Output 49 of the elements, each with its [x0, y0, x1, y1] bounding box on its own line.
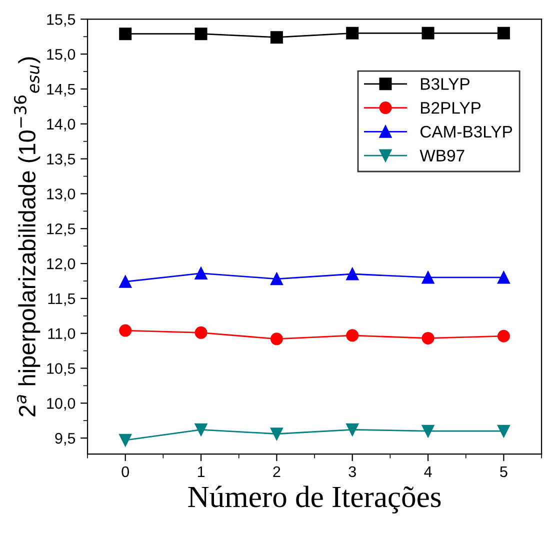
y-tick-label: 11,5 [48, 293, 76, 306]
x-tick-label: 0 [122, 466, 130, 478]
y-tick-label: 12,5 [47, 223, 76, 236]
point [422, 271, 434, 284]
y-tick-label: 12,0 [47, 258, 76, 272]
point [346, 423, 359, 436]
y-tick-label: 15,0 [47, 48, 76, 62]
legend-label: CAM-B3LYP [420, 126, 512, 138]
y-tick-label: 14,5 [47, 84, 76, 96]
legend-label: B2PLYP [421, 102, 481, 114]
point [270, 332, 283, 346]
point [194, 267, 208, 280]
point [497, 271, 510, 284]
point [497, 424, 510, 438]
point [119, 324, 132, 337]
point [346, 26, 359, 40]
y-tick-label: 13,5 [47, 154, 76, 166]
y-tick-label: 13,0 [47, 188, 76, 202]
point [194, 326, 208, 339]
point [422, 424, 434, 438]
point [119, 275, 132, 288]
x-tick-label: 4 [424, 466, 432, 477]
point [270, 31, 283, 44]
x-tick-label: 2 [273, 466, 280, 477]
y-tick-label: 9,5 [55, 432, 76, 446]
x-axis-title: Número de Iterações [188, 486, 441, 514]
legend-label: B3LYP [421, 78, 470, 90]
point [119, 434, 132, 446]
point [346, 268, 359, 280]
point [194, 423, 208, 436]
point [270, 272, 283, 286]
point [422, 332, 434, 344]
point [346, 329, 359, 342]
x-tick-label: 5 [500, 466, 508, 478]
point [497, 330, 510, 342]
point [422, 26, 434, 40]
point [497, 26, 510, 40]
point [119, 28, 132, 40]
y-tick-label: 11,0 [48, 328, 76, 341]
y-axis-title: 2$^{a}$ hiperpolarizabilidade (10$^{−36}$$_{esu}$) [14, 57, 40, 416]
point [270, 428, 283, 440]
y-tick-label: 10,0 [47, 398, 76, 411]
x-tick-label: 1 [198, 466, 205, 477]
y-tick-label: 10,5 [47, 363, 76, 376]
y-tick-label: 14,0 [47, 118, 76, 132]
y-tick-label: 15,5 [47, 14, 76, 27]
point [194, 28, 208, 40]
x-tick-label: 3 [348, 466, 356, 478]
legend-label: WB97 [420, 150, 464, 162]
